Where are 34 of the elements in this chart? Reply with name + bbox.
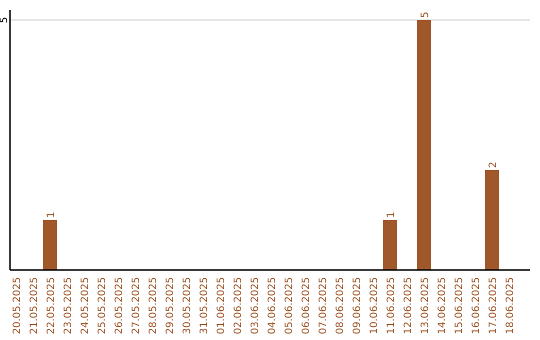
data-label: 1 — [386, 212, 397, 218]
x-tick-label: 26.05.2025 — [114, 277, 125, 334]
x-tick-label: 23.05.2025 — [63, 277, 74, 334]
x-tick-label: 14.06.2025 — [437, 277, 448, 334]
x-tick-label: 31.05.2025 — [199, 277, 210, 334]
x-tick-label: 11.06.2025 — [386, 277, 397, 334]
x-tick-label: 21.05.2025 — [29, 277, 40, 334]
x-tick-label: 29.05.2025 — [165, 277, 176, 334]
x-tick-label: 17.06.2025 — [488, 277, 499, 334]
data-label: 5 — [420, 12, 431, 18]
x-tick-label: 04.06.2025 — [267, 277, 278, 334]
x-tick-label: 15.06.2025 — [454, 277, 465, 334]
data-label: 1 — [46, 212, 57, 218]
x-tick-label: 27.05.2025 — [131, 277, 142, 334]
x-tick-label: 24.05.2025 — [80, 277, 91, 334]
x-tick-label: 30.05.2025 — [182, 277, 193, 334]
data-label: 2 — [488, 162, 499, 168]
x-tick-label: 10.06.2025 — [369, 277, 380, 334]
x-tick-label: 08.06.2025 — [335, 277, 346, 334]
x-tick-label: 22.05.2025 — [46, 277, 57, 334]
x-tick-label: 20.05.2025 — [12, 277, 23, 334]
x-tick-label: 02.06.2025 — [233, 277, 244, 334]
x-tick-label: 16.06.2025 — [471, 277, 482, 334]
x-tick-label: 09.06.2025 — [352, 277, 363, 334]
x-tick-label: 12.06.2025 — [403, 277, 414, 334]
x-tick-label: 13.06.2025 — [420, 277, 431, 334]
x-tick-label: 01.06.2025 — [216, 277, 227, 334]
x-tick-label: 28.05.2025 — [148, 277, 159, 334]
x-tick-label: 03.06.2025 — [250, 277, 261, 334]
x-tick-label: 07.06.2025 — [318, 277, 329, 334]
x-tick-label: 25.05.2025 — [97, 277, 108, 334]
x-tick-label: 06.06.2025 — [301, 277, 312, 334]
x-tick-label: 18.06.2025 — [505, 277, 516, 334]
x-tick-label: 05.06.2025 — [284, 277, 295, 334]
